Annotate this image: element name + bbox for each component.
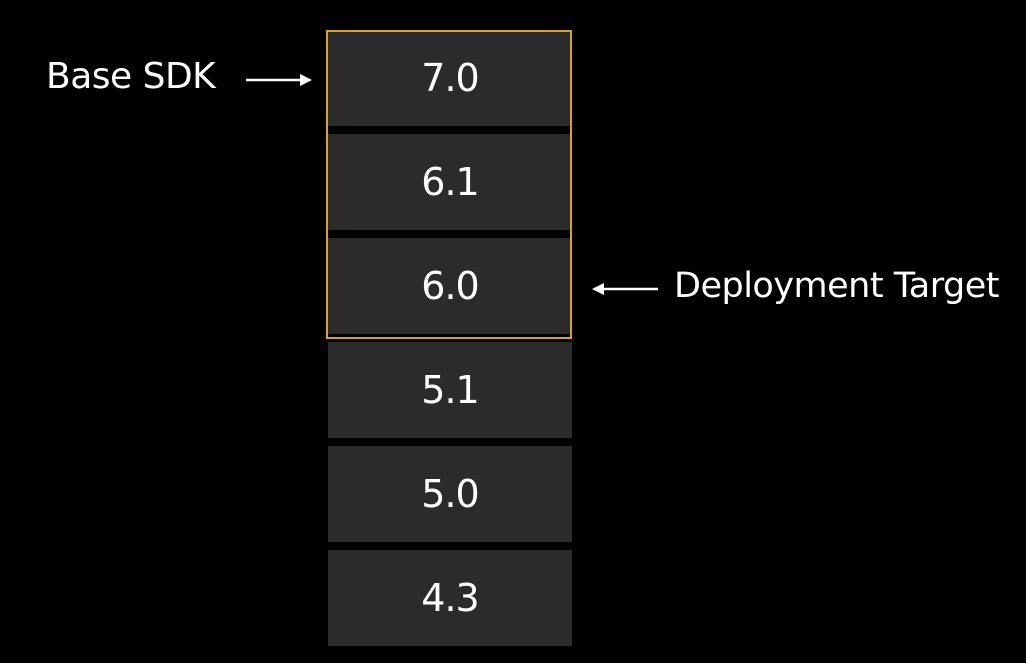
version-label: 7.0 xyxy=(421,56,479,100)
version-block-5-0: 5.0 xyxy=(328,446,572,542)
version-label: 6.0 xyxy=(421,264,479,308)
version-label: 4.3 xyxy=(421,576,479,620)
version-label: 5.0 xyxy=(421,472,479,516)
deployment-target-label: Deployment Target xyxy=(674,266,1000,306)
version-label: 5.1 xyxy=(421,368,479,412)
version-block-5-1: 5.1 xyxy=(328,342,572,438)
base-sdk-arrow-icon xyxy=(246,74,312,86)
version-block-6-0: 6.0 xyxy=(328,238,572,334)
deployment-target-arrow-icon xyxy=(592,283,658,295)
version-label: 6.1 xyxy=(421,160,479,204)
version-block-4-3: 4.3 xyxy=(328,550,572,646)
version-block-6-1: 6.1 xyxy=(328,134,572,230)
base-sdk-label: Base SDK xyxy=(46,56,216,97)
version-block-7-0: 7.0 xyxy=(328,30,572,126)
